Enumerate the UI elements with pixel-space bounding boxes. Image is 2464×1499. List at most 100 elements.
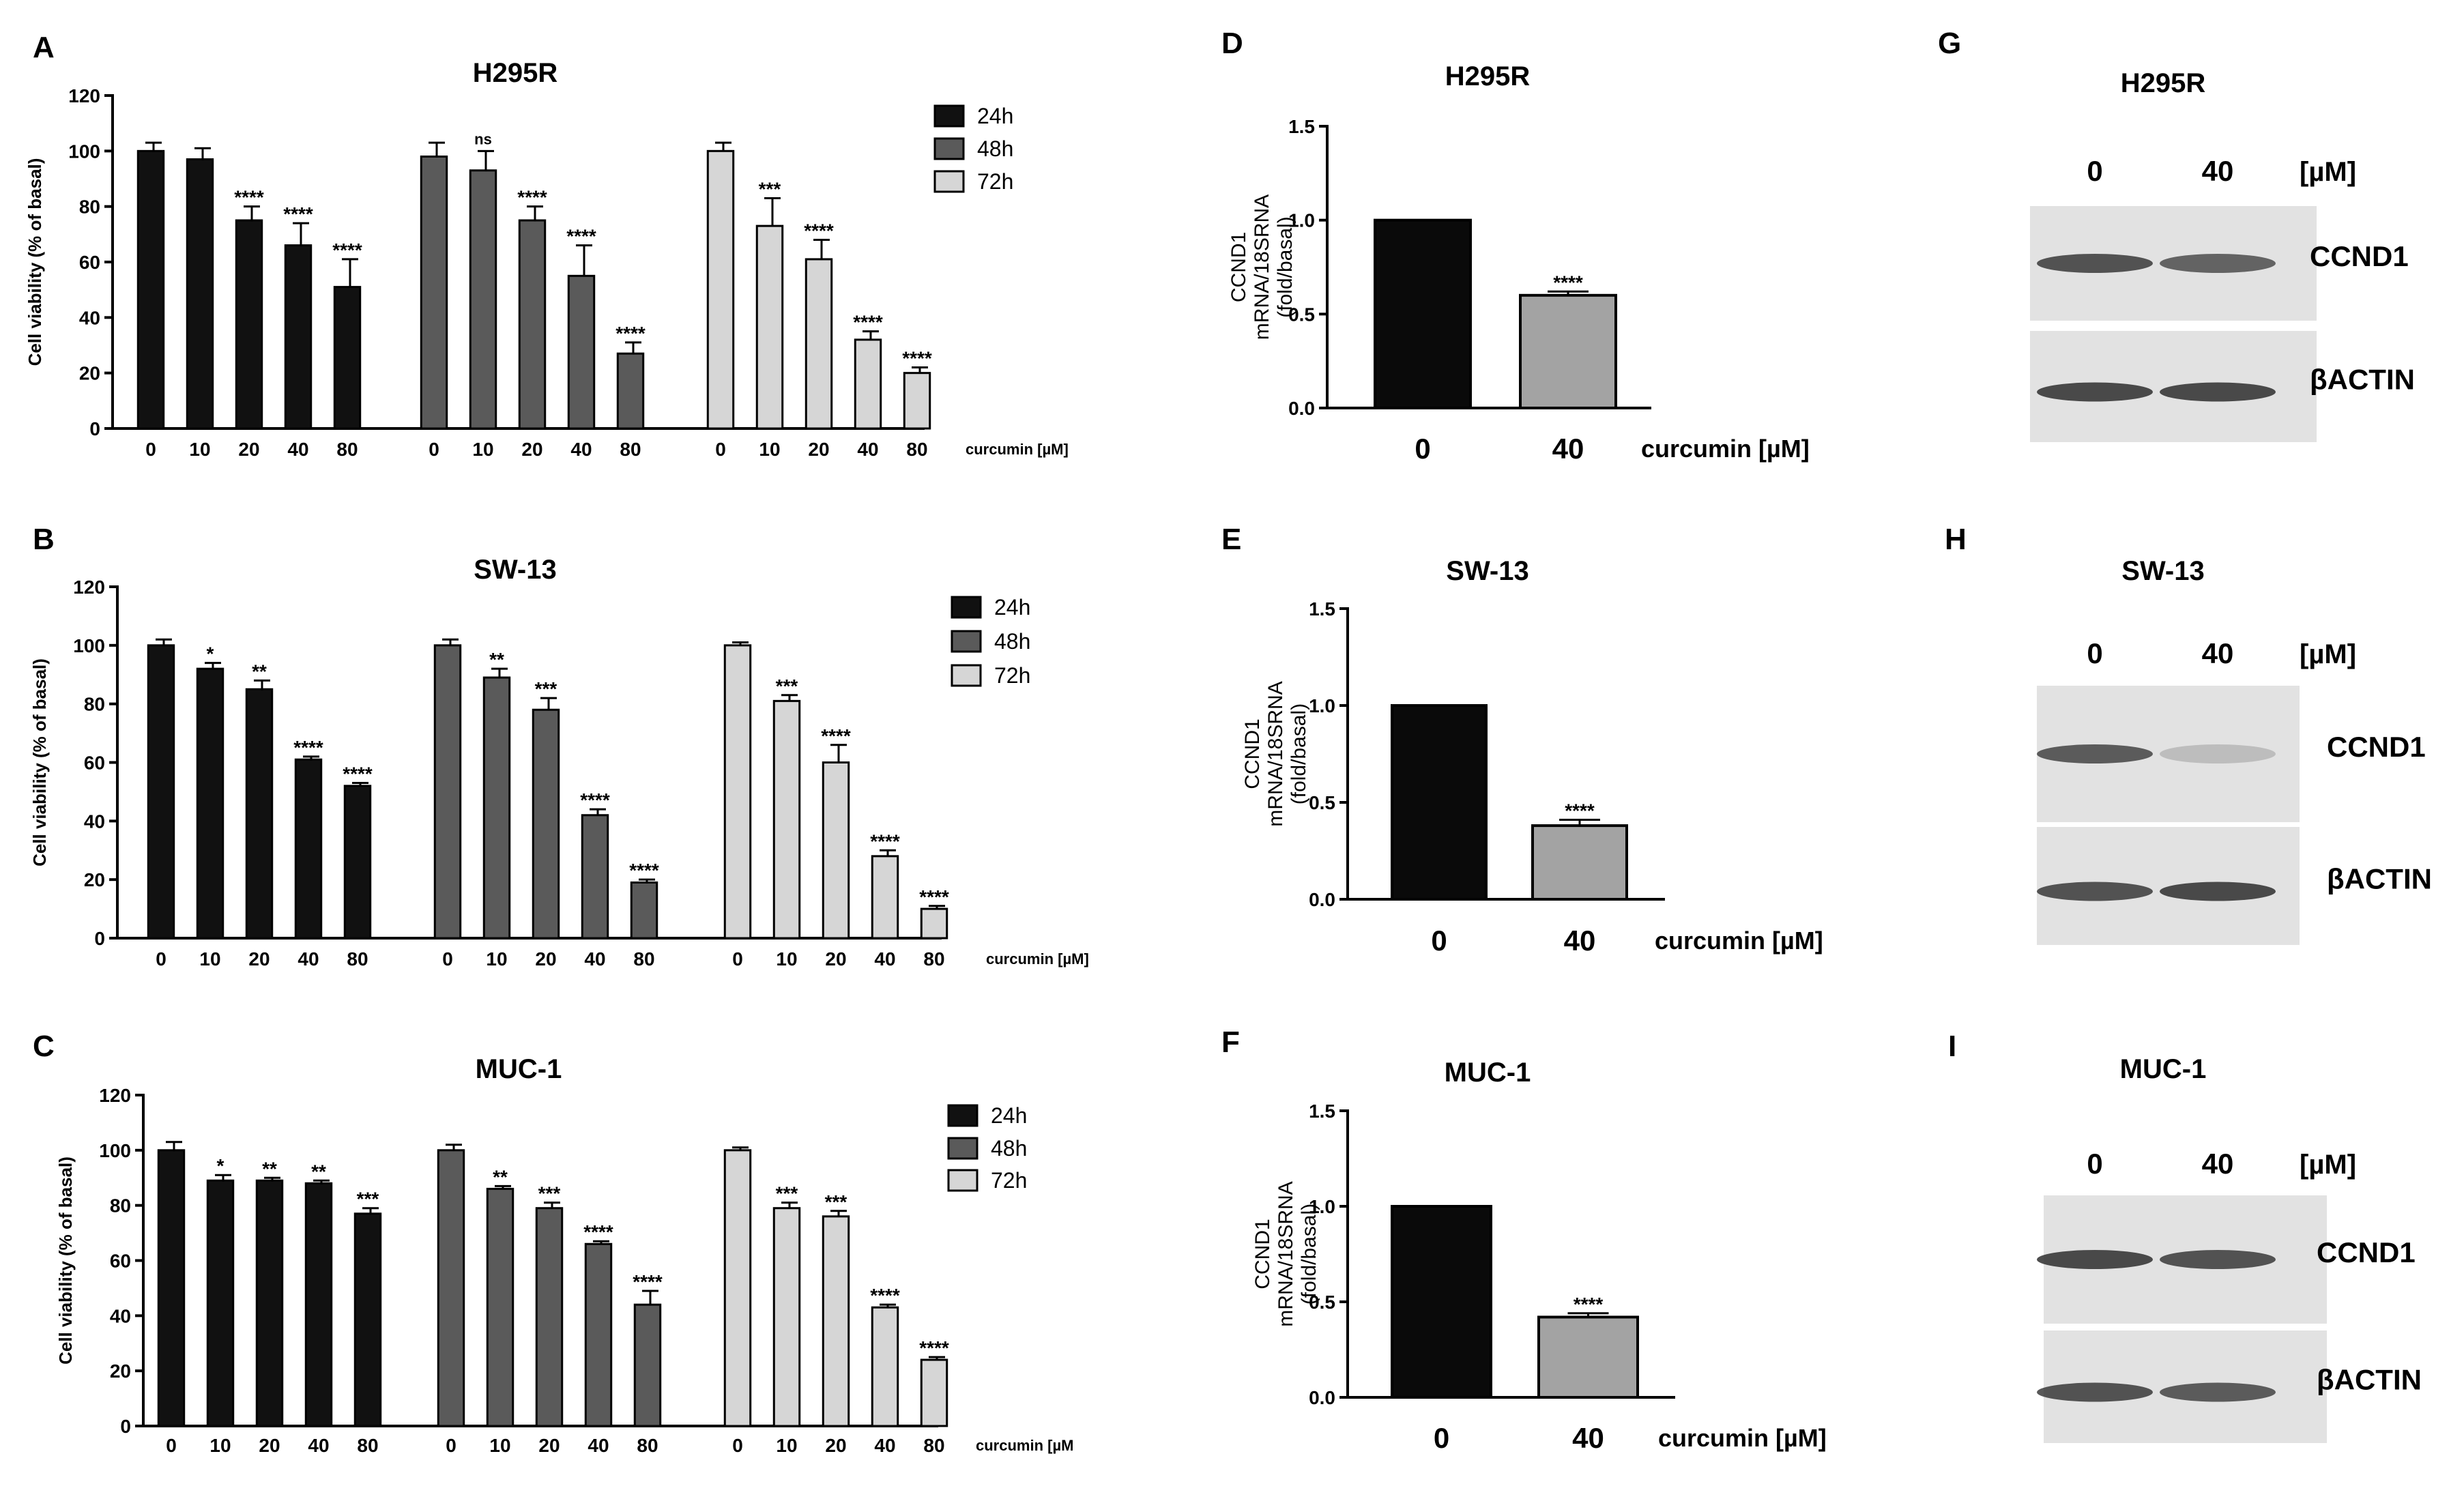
significance-label: **** — [517, 187, 547, 208]
legend-label-72h: 72h — [991, 1168, 1027, 1193]
x-tick-label: 0 — [156, 948, 166, 970]
y-tick-label: 60 — [84, 753, 105, 774]
y-tick-label: 0.0 — [1309, 889, 1335, 910]
y-tick-label: 40 — [84, 811, 105, 832]
x-tick-label: 10 — [759, 439, 780, 460]
legend-swatch-72h — [951, 664, 982, 687]
x-tick-label: 0 — [732, 948, 743, 970]
y-axis-label-line: mRNA/18SRNA — [1275, 1181, 1297, 1326]
significance-label: *** — [535, 678, 557, 699]
significance-label: **** — [919, 1337, 949, 1358]
x-tick-label: 10 — [486, 948, 507, 970]
y-axis-label-line: (fold/basal) — [1298, 1204, 1320, 1305]
x-tick-label: 10 — [209, 1435, 231, 1456]
x-tick-label: 80 — [923, 948, 944, 970]
y-axis-label: Cell viability (% of basal) — [25, 158, 45, 366]
bar-72h-10 — [772, 1207, 801, 1427]
bar-72h-10 — [772, 699, 801, 940]
significance-label: **** — [234, 187, 264, 208]
significance-label: **** — [633, 1271, 663, 1292]
significance-label: **** — [283, 203, 313, 224]
x-tick-label: 40 — [584, 948, 605, 970]
legend-swatch-24h — [947, 1104, 979, 1127]
significance-label: ** — [489, 649, 504, 670]
legend-label-24h: 24h — [977, 104, 1013, 128]
bar-24h-0 — [157, 1149, 186, 1427]
legend-label-72h: 72h — [994, 663, 1030, 688]
y-tick-label: 40 — [79, 307, 100, 328]
y-tick-label: 100 — [68, 141, 100, 162]
panel-letter: F — [1221, 1025, 1240, 1059]
bar-24h-20 — [245, 688, 274, 940]
blot-band — [2160, 1382, 2276, 1402]
y-tick-label: 1.0 — [1309, 1196, 1335, 1217]
panel-letter: A — [33, 31, 55, 64]
x-tick-label: 20 — [808, 439, 829, 460]
x-tick-label: 0 — [166, 1435, 177, 1456]
significance-label: ns — [474, 130, 492, 147]
bar-48h-40 — [567, 274, 596, 430]
y-tick-label: 0 — [89, 418, 100, 439]
y-tick-label: 60 — [79, 252, 100, 273]
x-tick-label: 80 — [620, 439, 641, 460]
lane-label: 0 — [2087, 1148, 2102, 1180]
blot-band — [2160, 254, 2276, 273]
legend-swatch-48h — [951, 630, 982, 653]
y-tick-label: 80 — [79, 197, 100, 218]
bar-24h-10 — [196, 667, 224, 940]
x-tick-label: 40 — [1572, 1422, 1604, 1454]
y-tick-label: 1.5 — [1288, 116, 1315, 137]
x-tick-label: 20 — [535, 948, 556, 970]
x-tick-label: 40 — [287, 439, 308, 460]
y-tick-label: 1.0 — [1288, 210, 1315, 231]
concentration-unit: [µM] — [2300, 157, 2356, 187]
bar-24h-20 — [235, 219, 263, 430]
x-tick-label: 80 — [336, 439, 358, 460]
chart-panel-D: D H295R 0.0 0.5 1.0 1.5 CCND1 mRNA/18SRNA (fold/… — [1221, 27, 1810, 465]
y-tick-label: 20 — [110, 1360, 131, 1382]
chart-title: H295R — [473, 58, 558, 88]
legend-label-24h: 24h — [991, 1103, 1027, 1128]
y-tick-label: 0 — [94, 928, 105, 949]
bar-40 — [1519, 293, 1617, 409]
lane-label: 0 — [2087, 155, 2102, 187]
bar-72h-0 — [723, 644, 752, 940]
legend-label-48h: 48h — [994, 629, 1030, 654]
y-axis-label-line: CCND1 — [1241, 718, 1264, 789]
significance-label: **** — [332, 239, 362, 261]
x-tick-label: 20 — [238, 439, 259, 460]
blot-title: MUC-1 — [2120, 1054, 2207, 1084]
panel-letter: B — [33, 523, 55, 556]
x-axis-label: curcumin [µM] — [1655, 927, 1823, 955]
significance-label: **** — [615, 323, 646, 344]
significance-label: **** — [804, 220, 834, 241]
blot-band — [2037, 744, 2153, 763]
y-tick-label: 1.0 — [1309, 695, 1335, 716]
blot-row-label: CCND1 — [2327, 731, 2426, 763]
blot-panel-H: H SW-13 0 40 [µM] CCND1 βACTIN — [1945, 523, 2432, 945]
blot-band — [2160, 744, 2276, 763]
bar-48h-20 — [532, 708, 560, 940]
bar-72h-0 — [706, 149, 735, 430]
lane-label: 0 — [2087, 637, 2102, 669]
x-tick-label: 80 — [906, 439, 927, 460]
bar-48h-40 — [584, 1242, 613, 1427]
significance-label: **** — [919, 886, 949, 907]
x-tick-label: 0 — [446, 1435, 456, 1456]
bar-24h-80 — [333, 286, 362, 430]
bar-0 — [1391, 704, 1488, 901]
x-tick-label: 80 — [637, 1435, 658, 1456]
legend-swatch-24h — [933, 104, 965, 128]
x-tick-label: 0 — [429, 439, 439, 460]
significance-label: * — [217, 1155, 224, 1176]
x-tick-label: 40 — [857, 439, 878, 460]
y-axis-label-line: mRNA/18SRNA — [1264, 681, 1287, 826]
chart-title: MUC-1 — [476, 1054, 562, 1084]
legend-swatch-48h — [947, 1137, 979, 1160]
y-tick-label: 0.5 — [1288, 304, 1315, 325]
bar-48h-80 — [616, 352, 645, 430]
bar-24h-40 — [284, 244, 313, 430]
bar-24h-20 — [255, 1179, 284, 1427]
